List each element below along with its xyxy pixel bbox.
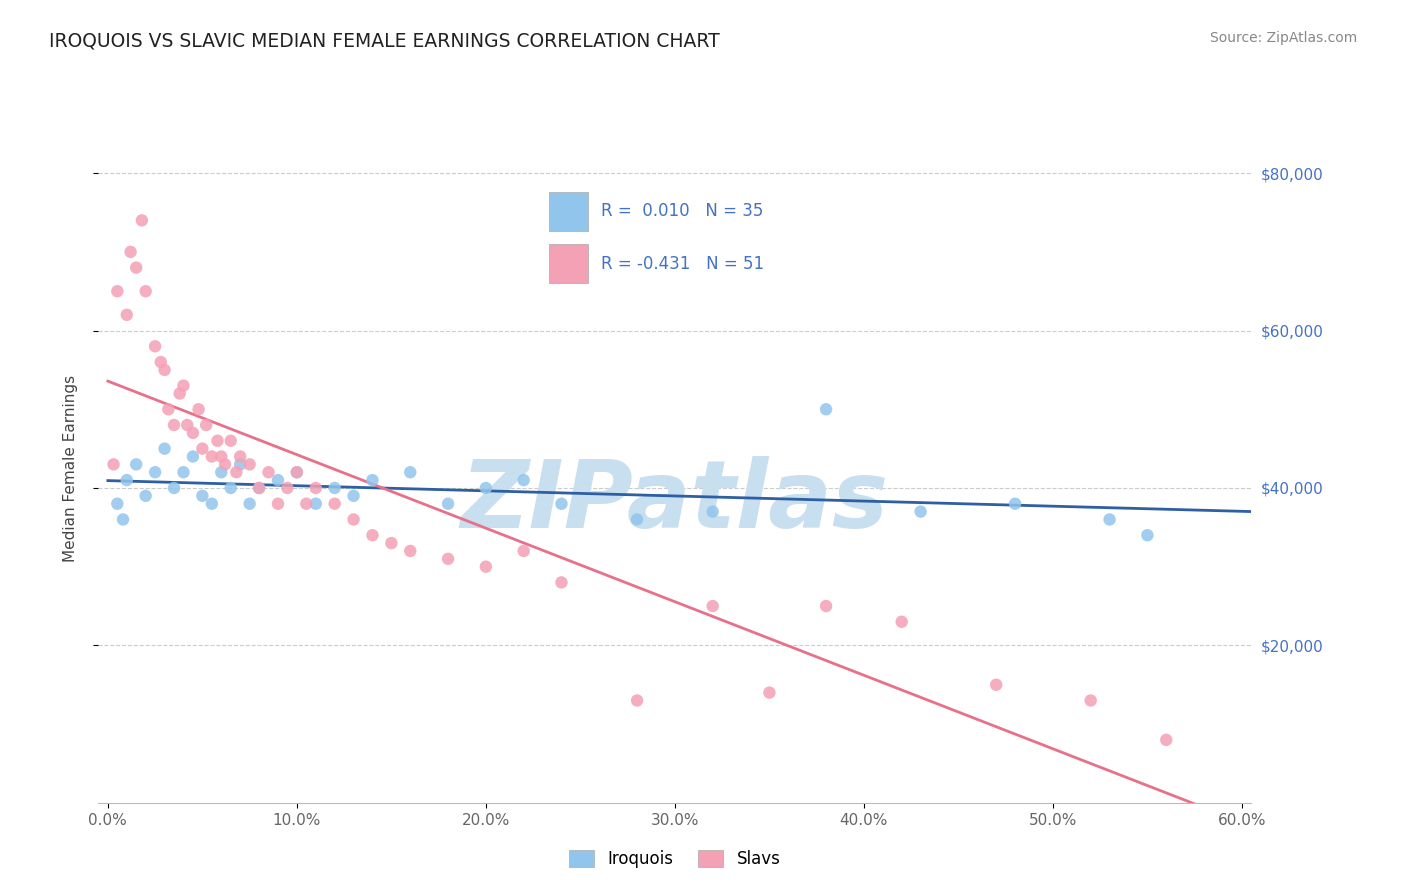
Point [1004,497,1026,511]
Point [201,450,224,464]
Point [187,402,209,417]
Text: ZIPatlas: ZIPatlas [461,456,889,548]
Point [191,442,214,456]
Point [153,442,176,456]
Point [512,473,534,487]
Point [295,497,318,511]
Point [285,465,308,479]
Point [380,536,402,550]
Point [163,417,186,432]
Point [153,363,176,377]
Point [143,465,166,479]
Point [120,244,142,259]
Point [149,355,172,369]
Point [172,465,194,479]
Point [157,402,180,417]
Point [163,481,186,495]
Point [201,497,224,511]
Point [626,512,648,526]
Point [191,489,214,503]
Point [105,284,128,298]
Point [986,678,1008,692]
Point [702,505,724,519]
Point [229,458,252,472]
Point [239,497,262,511]
Point [399,544,422,558]
Point [111,512,134,526]
Point [1098,512,1121,526]
Point [305,497,328,511]
Text: R = -0.431   N = 51: R = -0.431 N = 51 [602,254,765,273]
Point [207,434,229,448]
Point [815,599,838,613]
Text: IROQUOIS VS SLAVIC MEDIAN FEMALE EARNINGS CORRELATION CHART: IROQUOIS VS SLAVIC MEDIAN FEMALE EARNING… [49,31,720,50]
Point [1136,528,1159,542]
Point [399,465,422,479]
Point [103,458,125,472]
Text: Source: ZipAtlas.com: Source: ZipAtlas.com [1209,31,1357,45]
Point [758,685,780,699]
Point [172,378,194,392]
Point [815,402,838,417]
Point [512,544,534,558]
Point [195,417,218,432]
Legend: Iroquois, Slavs: Iroquois, Slavs [562,843,787,875]
Point [342,512,364,526]
Point [115,308,138,322]
Point [323,481,346,495]
Point [285,465,308,479]
Point [143,339,166,353]
Point [135,489,157,503]
Point [225,465,247,479]
Point [342,489,364,503]
Y-axis label: Median Female Earnings: Median Female Earnings [63,375,77,562]
Point [475,559,498,574]
Point [131,213,153,227]
Point [229,450,252,464]
Point [890,615,912,629]
Point [176,417,198,432]
Point [219,481,242,495]
Point [181,450,204,464]
Point [626,693,648,707]
Point [219,434,242,448]
Point [276,481,298,495]
Point [209,450,232,464]
Point [209,465,232,479]
Point [105,497,128,511]
Point [247,481,270,495]
Bar [550,244,588,283]
Point [550,575,572,590]
Point [214,458,236,472]
Text: R =  0.010   N = 35: R = 0.010 N = 35 [602,202,763,220]
Point [135,284,157,298]
Point [702,599,724,613]
Point [181,425,204,440]
Point [1080,693,1102,707]
Point [437,497,460,511]
Point [1156,732,1178,747]
Point [239,458,262,472]
Point [257,465,280,479]
Point [910,505,932,519]
Point [305,481,328,495]
Point [323,497,346,511]
Point [267,473,290,487]
Point [115,473,138,487]
Point [267,497,290,511]
Point [361,473,384,487]
Point [475,481,498,495]
Point [125,458,148,472]
Point [437,551,460,566]
Point [125,260,148,275]
Point [247,481,270,495]
Point [550,497,572,511]
Point [169,386,191,401]
Bar [550,192,588,231]
Point [361,528,384,542]
